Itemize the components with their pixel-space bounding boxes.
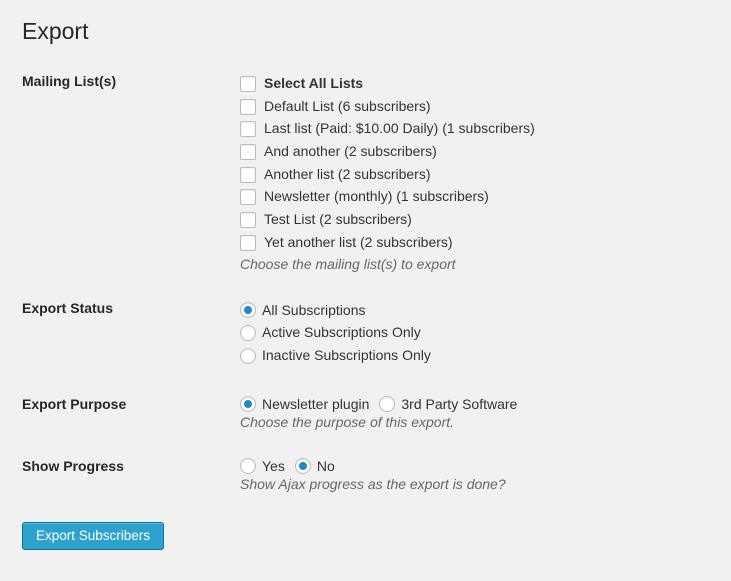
export-subscribers-button[interactable]: Export Subscribers xyxy=(22,522,164,550)
show-progress-hint: Show Ajax progress as the export is done… xyxy=(240,476,709,492)
radio-label: 3rd Party Software xyxy=(401,396,517,412)
list-label: Default List (6 subscribers) xyxy=(264,96,431,118)
list-label: Another list (2 subscribers) xyxy=(264,164,431,186)
radio-label: Yes xyxy=(262,458,285,474)
export-form-table: Mailing List(s) Select All Lists Default… xyxy=(22,73,709,520)
list-checkbox[interactable] xyxy=(240,189,256,205)
list-label: Test List (2 subscribers) xyxy=(264,209,412,231)
list-label: Newsletter (monthly) (1 subscribers) xyxy=(264,186,489,208)
export-purpose-radio-newsletter[interactable] xyxy=(240,396,256,412)
radio-label: Newsletter plugin xyxy=(262,396,369,412)
export-purpose-label: Export Purpose xyxy=(22,396,240,458)
show-progress-label: Show Progress xyxy=(22,458,240,520)
list-label: Yet another list (2 subscribers) xyxy=(264,232,453,254)
list-label: And another (2 subscribers) xyxy=(264,141,437,163)
radio-label: All Subscriptions xyxy=(262,300,366,322)
export-status-radio-inactive[interactable] xyxy=(240,348,256,364)
list-checkbox[interactable] xyxy=(240,235,256,251)
list-label: Last list (Paid: $10.00 Daily) (1 subscr… xyxy=(264,118,535,140)
list-checkbox[interactable] xyxy=(240,99,256,115)
list-checkbox[interactable] xyxy=(240,144,256,160)
select-all-checkbox[interactable] xyxy=(240,76,256,92)
page-title: Export xyxy=(22,12,709,45)
export-status-radio-active[interactable] xyxy=(240,325,256,341)
export-purpose-radio-thirdparty[interactable] xyxy=(379,396,395,412)
export-status-label: Export Status xyxy=(22,300,240,396)
show-progress-radio-no[interactable] xyxy=(295,458,311,474)
list-checkbox[interactable] xyxy=(240,167,256,183)
mailing-lists-label: Mailing List(s) xyxy=(22,73,240,300)
select-all-label: Select All Lists xyxy=(264,73,363,95)
export-purpose-hint: Choose the purpose of this export. xyxy=(240,414,709,430)
radio-label: No xyxy=(317,458,335,474)
radio-label: Inactive Subscriptions Only xyxy=(262,345,431,367)
mailing-lists-hint: Choose the mailing list(s) to export xyxy=(240,256,709,272)
show-progress-radio-yes[interactable] xyxy=(240,458,256,474)
list-checkbox[interactable] xyxy=(240,212,256,228)
radio-label: Active Subscriptions Only xyxy=(262,322,421,344)
list-checkbox[interactable] xyxy=(240,121,256,137)
export-status-radio-all[interactable] xyxy=(240,302,256,318)
